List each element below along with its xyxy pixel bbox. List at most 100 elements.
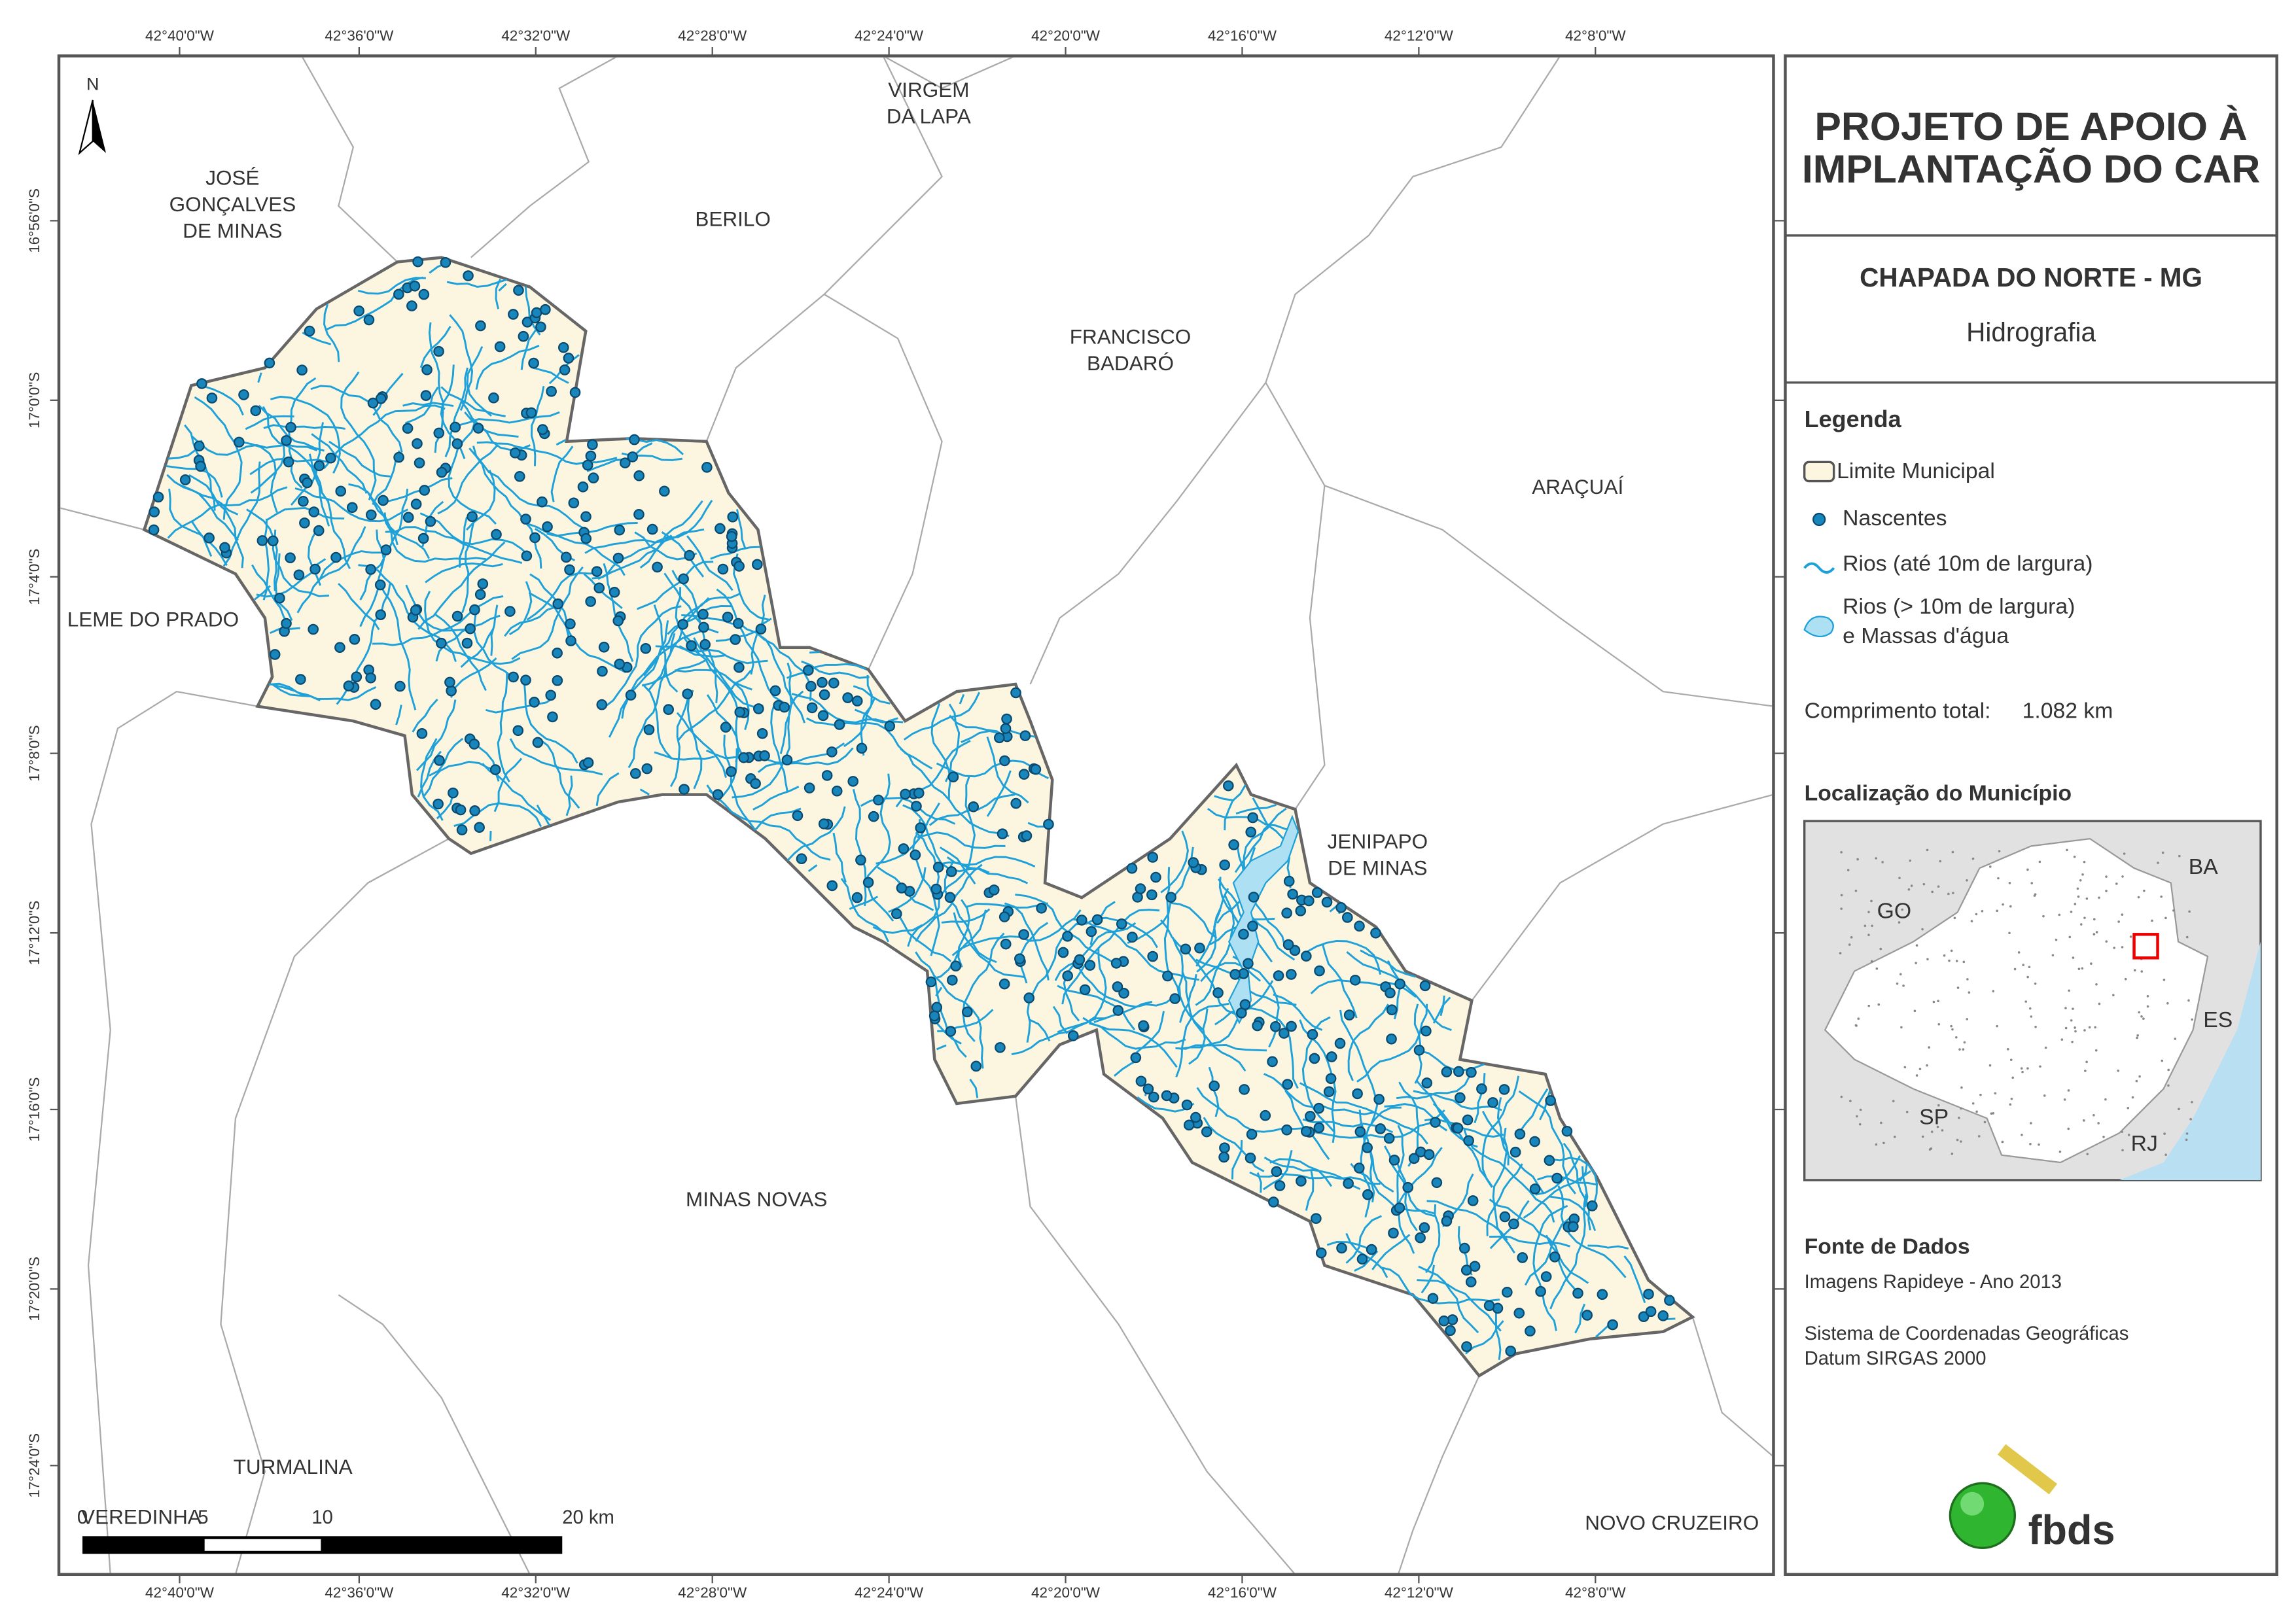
spring — [1295, 905, 1307, 916]
inset-district — [1966, 1018, 1969, 1021]
inset-district — [1997, 877, 2000, 880]
spring — [365, 564, 376, 575]
spring — [561, 551, 572, 563]
river — [168, 489, 228, 567]
inset-district — [1840, 1095, 1843, 1098]
spring — [552, 647, 563, 659]
inset-district — [2121, 875, 2124, 878]
inset-district — [1950, 949, 1953, 952]
spring — [1239, 999, 1251, 1010]
spring — [375, 393, 387, 404]
spring — [659, 485, 670, 497]
spring — [781, 754, 793, 766]
river — [726, 676, 750, 730]
spring — [295, 674, 306, 685]
inset-district — [1953, 916, 1956, 920]
river — [675, 669, 752, 691]
spring — [944, 892, 956, 903]
river — [1269, 1158, 1333, 1187]
spring — [891, 908, 902, 920]
spring — [1303, 895, 1315, 907]
inset-district — [1858, 1123, 1862, 1126]
spring — [1296, 1176, 1307, 1187]
river — [531, 385, 545, 466]
spring — [206, 393, 218, 404]
inset-district — [2117, 920, 2120, 923]
inset-district — [2135, 1079, 2138, 1083]
spring — [1188, 857, 1199, 868]
inset-district — [2081, 967, 2084, 970]
spring — [1607, 1319, 1618, 1331]
inset-district — [1956, 1138, 1959, 1142]
inset-district — [2026, 868, 2029, 871]
spring — [274, 593, 285, 604]
place-name: BADARÓ — [1087, 351, 1174, 375]
lon-label: 42°32'0"W — [501, 27, 571, 44]
river — [468, 447, 542, 569]
inset-district — [1875, 1143, 1878, 1146]
spring — [1453, 1066, 1464, 1077]
spring — [1218, 1151, 1229, 1163]
river — [263, 424, 345, 430]
spring — [1408, 1153, 1420, 1164]
spring — [425, 515, 436, 527]
spring — [233, 436, 245, 448]
spring — [375, 609, 387, 621]
title: PROJETO DE APOIO À — [1814, 104, 2247, 148]
river — [250, 445, 286, 494]
inset-district — [2127, 1106, 2130, 1109]
river — [936, 1044, 947, 1051]
river — [1545, 1234, 1583, 1298]
river — [1214, 795, 1235, 802]
spring — [508, 309, 519, 320]
spring — [1587, 1200, 1598, 1212]
river — [497, 672, 510, 783]
inset-district — [1962, 960, 1966, 964]
place-name: DA LAPA — [887, 104, 971, 128]
spring — [945, 1026, 957, 1037]
spring — [805, 680, 817, 692]
river — [359, 529, 385, 627]
river — [511, 566, 584, 660]
river — [1234, 807, 1287, 873]
neighbor-boundary — [1029, 57, 1561, 685]
inset-district — [2029, 1143, 2032, 1145]
river — [254, 585, 271, 601]
spring — [1247, 920, 1258, 932]
spring — [1445, 1325, 1456, 1336]
source-title: Fonte de Dados — [1805, 1234, 1970, 1259]
north-label: N — [86, 75, 99, 94]
river — [166, 474, 239, 515]
scale-label: 20 km — [562, 1507, 614, 1528]
scale-bar — [204, 1539, 321, 1551]
spring — [1000, 938, 1012, 950]
spring — [701, 462, 713, 473]
spring — [1076, 915, 1087, 926]
spring — [1460, 1265, 1472, 1276]
inset-district — [1966, 879, 1968, 882]
inset-district — [1968, 991, 1971, 994]
spring — [1461, 1341, 1472, 1352]
river — [546, 521, 638, 537]
spring — [1014, 953, 1025, 964]
spring — [433, 427, 445, 439]
spring — [1466, 1066, 1477, 1078]
spring — [1370, 927, 1381, 939]
spring — [821, 770, 833, 781]
spring — [1315, 1247, 1327, 1259]
inset-district — [2121, 1130, 2123, 1133]
spring — [1180, 943, 1192, 955]
spring — [509, 447, 521, 459]
spring — [528, 357, 539, 369]
spring — [633, 509, 645, 520]
lon-label: 42°36'0"W — [325, 1584, 394, 1601]
river — [595, 772, 620, 806]
spring — [1373, 1094, 1385, 1105]
neighbor-boundary — [1324, 485, 1773, 707]
title: IMPLANTAÇÃO DO CAR — [1802, 147, 2260, 191]
river — [957, 899, 970, 968]
river — [603, 563, 634, 662]
spring — [1336, 1242, 1347, 1254]
inset-district — [2161, 851, 2164, 854]
